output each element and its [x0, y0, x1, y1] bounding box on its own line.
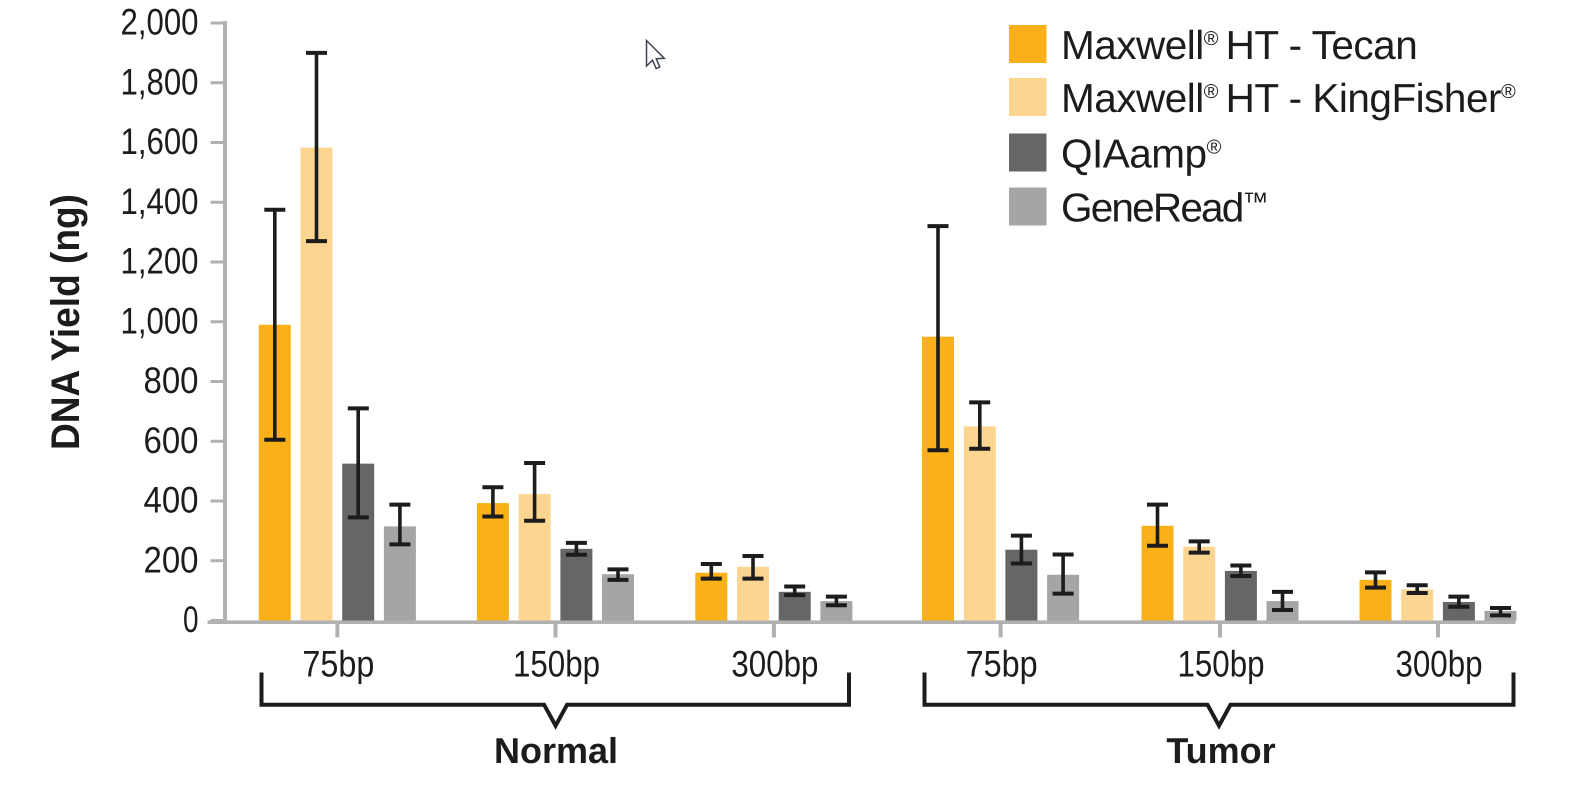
svg-text:1,600: 1,600	[121, 121, 199, 162]
svg-text:600: 600	[144, 420, 199, 461]
svg-text:Normal: Normal	[494, 730, 618, 771]
svg-text:75bp: 75bp	[966, 644, 1038, 685]
svg-text:Maxwell® HT - Tecan: Maxwell® HT - Tecan	[1061, 22, 1417, 68]
svg-text:300bp: 300bp	[731, 644, 818, 685]
svg-text:1,400: 1,400	[121, 181, 199, 222]
svg-text:Tumor: Tumor	[1166, 730, 1275, 771]
svg-text:0: 0	[183, 599, 199, 640]
svg-text:Maxwell® HT - KingFisher®: Maxwell® HT - KingFisher®	[1061, 75, 1516, 121]
svg-text:1,200: 1,200	[121, 241, 199, 282]
svg-text:1,000: 1,000	[121, 300, 199, 341]
svg-text:2,000: 2,000	[121, 2, 199, 43]
svg-text:200: 200	[144, 539, 199, 580]
svg-text:QIAamp®: QIAamp®	[1061, 130, 1222, 176]
svg-text:400: 400	[144, 480, 199, 521]
svg-text:300bp: 300bp	[1396, 644, 1483, 685]
svg-text:800: 800	[144, 360, 199, 401]
svg-text:GeneRead™: GeneRead™	[1061, 184, 1269, 230]
svg-text:75bp: 75bp	[302, 644, 374, 685]
svg-text:DNA Yield (ng): DNA Yield (ng)	[44, 194, 88, 450]
svg-text:150bp: 150bp	[1178, 644, 1265, 685]
svg-text:150bp: 150bp	[513, 644, 600, 685]
svg-text:1,800: 1,800	[121, 61, 199, 102]
